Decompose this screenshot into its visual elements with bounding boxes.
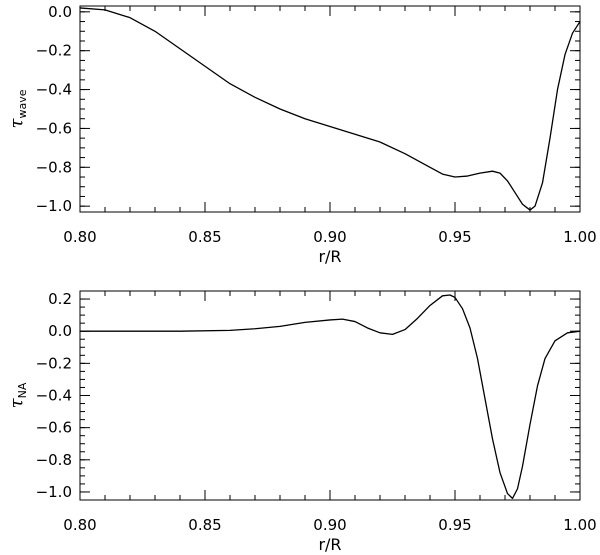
y-axis-label-symbol: τ [6, 397, 27, 408]
y-tick-label: −0.8 [36, 158, 72, 176]
y-tick-label: −0.4 [36, 81, 72, 99]
y-tick-label: −0.4 [36, 387, 72, 405]
x-tick-label: 0.90 [313, 228, 346, 246]
y-tick-label: −0.6 [36, 419, 72, 437]
x-axis-label: r/R [318, 247, 341, 266]
y-axis-label: τwave [6, 89, 29, 128]
y-tick-label: −0.2 [36, 42, 72, 60]
x-tick-label: 0.85 [188, 228, 221, 246]
y-tick-label: −0.8 [36, 451, 72, 469]
y-axis-label-subscript: wave [16, 89, 29, 118]
y-axis-label-symbol: τ [6, 117, 27, 128]
x-tick-label: 0.95 [438, 228, 471, 246]
y-tick-label: 0.2 [48, 290, 72, 308]
x-tick-label: 0.80 [63, 516, 96, 534]
x-tick-label: 0.85 [188, 516, 221, 534]
y-tick-label: −0.6 [36, 119, 72, 137]
y-tick-label: −1.0 [36, 197, 72, 215]
x-tick-label: 1.00 [563, 516, 596, 534]
plot-frame [79, 290, 581, 501]
y-tick-label: 0.0 [48, 322, 72, 340]
y-axis-label-subscript: NA [16, 382, 29, 398]
bottom-panel-tau-na: 0.80 0.85 0.90 0.95 1.00 0.2 0.0 −0.2 −0.4 −0.6 −0… [6, 290, 597, 554]
series-line [79, 294, 581, 500]
y-tick-label: −1.0 [36, 483, 72, 501]
plot-frame [79, 5, 581, 213]
x-tick-label: 0.80 [63, 228, 96, 246]
x-tick-label: 1.00 [563, 228, 596, 246]
series-line [79, 7, 581, 211]
top-panel-tau-wave: 0.80 0.85 0.90 0.95 1.00 0.0 −0.2 −0.4 −0.6 −0.8 −… [6, 3, 597, 266]
x-tick-label: 0.95 [438, 516, 471, 534]
y-axis-label: τNA [6, 382, 29, 408]
y-tick-label: −0.2 [36, 354, 72, 372]
x-axis-label: r/R [318, 535, 341, 554]
y-tick-label: 0.0 [48, 3, 72, 21]
x-tick-label: 0.90 [313, 516, 346, 534]
